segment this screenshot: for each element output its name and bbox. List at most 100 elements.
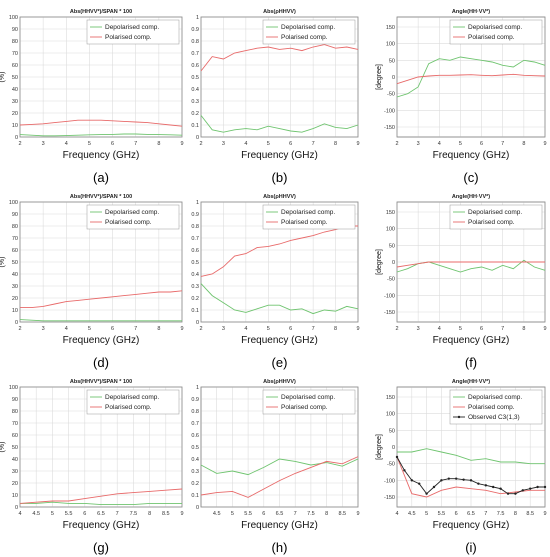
data-point: [484, 484, 487, 487]
y-tick-label: 50: [12, 445, 18, 451]
x-tick-label: 7.5: [497, 511, 505, 517]
x-tick-label: 4: [18, 511, 21, 517]
data-point: [447, 477, 450, 480]
x-tick-label: 6: [262, 511, 265, 517]
data-point: [521, 489, 524, 492]
y-tick-label: 150: [386, 25, 395, 31]
x-tick-label: 5: [267, 141, 270, 147]
series-line: [397, 448, 545, 465]
legend-label: Polarised comp.: [105, 219, 152, 226]
data-point: [499, 487, 502, 490]
x-tick-label: 8: [157, 326, 160, 332]
chart-title: Abs(ρHHVV): [263, 379, 296, 385]
y-tick-label: -100: [384, 108, 395, 114]
x-tick-label: 4: [65, 326, 68, 332]
x-tick-label: 9: [356, 141, 359, 147]
data-point: [395, 455, 399, 459]
x-tick-label: 2: [199, 141, 202, 147]
x-tick-label: 8: [522, 326, 525, 332]
y-tick-label: 0: [392, 445, 395, 451]
series-line: [20, 290, 183, 309]
x-tick-label: 9: [356, 511, 359, 517]
chart-title: Abs(ρHHVV): [263, 9, 296, 15]
x-tick-label: 7: [312, 326, 315, 332]
y-tick-label: 150: [386, 395, 395, 401]
x-tick-label: 8: [334, 141, 337, 147]
legend-label: Depolarised comp.: [281, 394, 335, 401]
x-tick-label: 2: [18, 141, 21, 147]
chart-panel: -150 -100 -50 0 50 100 150 2 3 4 5 6 7 8 9 Angle(HH·VV*…: [376, 194, 547, 370]
series-line: [200, 456, 359, 498]
y-tick-label: 90: [12, 212, 18, 218]
x-tick-label: 5.5: [65, 511, 73, 517]
y-tick-label: 0.7: [191, 51, 199, 57]
x-tick-label: 2: [199, 326, 202, 332]
legend: Depolarised comp. Polarised comp.: [86, 204, 180, 230]
y-tick-label: 0.4: [191, 272, 199, 278]
y-tick-label: 60: [12, 248, 18, 254]
y-tick-label: 0.8: [191, 409, 199, 415]
legend-label: Depolarised comp.: [281, 209, 335, 216]
x-axis-label: Frequency (GHz): [63, 335, 140, 346]
panel-label: (f): [465, 355, 477, 370]
series-line: [200, 458, 359, 476]
x-tick-label: 4: [438, 326, 441, 332]
y-tick-label: 0.1: [191, 308, 199, 314]
y-tick-label: 70: [12, 51, 18, 57]
data-point: [410, 479, 413, 482]
x-tick-label: 7: [501, 141, 504, 147]
y-tick-label: 100: [9, 15, 18, 21]
y-tick-label: 0: [196, 505, 199, 511]
x-tick-label: 6.5: [97, 511, 105, 517]
x-tick-label: 8.5: [526, 511, 534, 517]
series-line: [19, 133, 183, 137]
legend-box: [449, 204, 543, 230]
x-tick-label: 4.5: [213, 511, 221, 517]
data-point: [432, 485, 436, 489]
x-tick-label: 8: [334, 326, 337, 332]
y-tick-label: 0.6: [191, 63, 199, 69]
legend-label: Polarised comp.: [281, 34, 328, 41]
x-tick-label: 4.5: [32, 511, 40, 517]
y-tick-label: 90: [12, 397, 18, 403]
y-tick-label: 0.2: [191, 296, 199, 302]
data-point: [440, 479, 443, 482]
y-tick-label: 0: [196, 135, 199, 141]
x-tick-label: 6: [480, 141, 483, 147]
x-tick-label: 7: [134, 141, 137, 147]
y-tick-label: 100: [9, 200, 18, 206]
y-tick-label: 30: [12, 284, 18, 290]
y-tick-label: 30: [12, 469, 18, 475]
y-tick-label: 0: [15, 135, 18, 141]
chart-title: Angle(HH·VV*): [452, 194, 490, 200]
chart-panel: 0 10 20 30 40 50 60 70 80 90 100 2 3 4 5 6 7 8 9 Abs(HHVV*)…: [0, 194, 184, 370]
x-tick-label: 5.5: [438, 511, 446, 517]
y-axis-label: (%): [0, 72, 6, 83]
series-line: [396, 56, 546, 98]
x-tick-label: 6.5: [276, 511, 284, 517]
x-tick-label: 2: [395, 141, 398, 147]
legend-label: Polarised comp.: [468, 34, 515, 41]
y-tick-label: 60: [12, 433, 18, 439]
series-line: [200, 44, 359, 72]
chart-panel: 0 0.1 0.2 0.3 0.4 0.5 0.6 0.7 0.8 0.9 1 2 3 4 5 6 7 8 9 Abs…: [191, 194, 359, 370]
y-tick-label: 150: [386, 210, 395, 216]
legend-label: Depolarised comp.: [105, 24, 159, 31]
x-tick-label: 6: [111, 141, 114, 147]
y-axis-label: [degree]: [376, 434, 383, 460]
x-tick-label: 4: [438, 141, 441, 147]
y-tick-label: -50: [387, 92, 395, 98]
y-tick-label: 30: [12, 99, 18, 105]
x-axis-label: Frequency (GHz): [433, 335, 510, 346]
y-tick-label: 0.9: [191, 397, 199, 403]
x-tick-label: 9: [543, 141, 546, 147]
legend-box: [86, 19, 180, 45]
y-tick-label: 0.7: [191, 236, 199, 242]
y-tick-label: 0.9: [191, 27, 199, 33]
x-tick-label: 2: [395, 326, 398, 332]
y-axis-label: (%): [0, 257, 6, 268]
panel-label: (h): [272, 540, 288, 555]
x-tick-label: 6.5: [467, 511, 475, 517]
panel-label: (e): [272, 355, 288, 370]
data-point: [462, 478, 465, 481]
